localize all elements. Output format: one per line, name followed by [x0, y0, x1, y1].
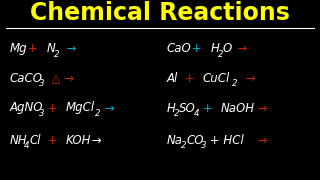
Text: 2: 2	[218, 50, 223, 59]
Text: +: +	[44, 134, 61, 147]
Text: →: →	[88, 134, 102, 147]
Text: →: →	[101, 102, 115, 114]
Text: 2: 2	[232, 79, 238, 88]
Text: KOH: KOH	[66, 134, 92, 147]
Text: 3: 3	[39, 79, 44, 88]
Text: +: +	[188, 42, 206, 55]
Text: CaCO: CaCO	[10, 72, 43, 85]
Text: →: →	[230, 42, 248, 55]
Text: 4: 4	[24, 141, 30, 150]
Text: +: +	[199, 102, 216, 114]
Text: 3: 3	[39, 109, 44, 118]
Text: →: →	[59, 42, 76, 55]
Text: + HCl: + HCl	[206, 134, 244, 147]
Text: NH: NH	[10, 134, 27, 147]
Text: →: →	[238, 72, 255, 85]
Text: N: N	[46, 42, 55, 55]
Text: NaOH: NaOH	[221, 102, 255, 114]
Text: 3: 3	[201, 141, 206, 150]
Text: 2: 2	[95, 109, 101, 118]
Text: 2: 2	[53, 50, 59, 59]
Text: CO: CO	[186, 134, 204, 147]
Text: MgCl: MgCl	[66, 102, 95, 114]
Text: O: O	[223, 42, 232, 55]
Text: H: H	[210, 42, 219, 55]
Text: Chemical Reactions: Chemical Reactions	[30, 1, 290, 25]
Text: +: +	[24, 42, 42, 55]
Text: CaO: CaO	[166, 42, 191, 55]
Text: →: →	[250, 102, 268, 114]
Text: →: →	[250, 134, 268, 147]
Text: 4: 4	[194, 109, 199, 118]
Text: +: +	[44, 102, 61, 114]
Text: AgNO: AgNO	[10, 102, 43, 114]
Text: +: +	[181, 72, 198, 85]
Text: Cl: Cl	[29, 134, 41, 147]
Text: Na: Na	[166, 134, 182, 147]
Text: Al: Al	[166, 72, 178, 85]
Text: SO: SO	[179, 102, 196, 114]
Text: CuCl: CuCl	[203, 72, 230, 85]
Text: △ →: △ →	[44, 72, 74, 85]
Text: H: H	[166, 102, 175, 114]
Text: Mg: Mg	[10, 42, 27, 55]
Text: 2: 2	[174, 109, 179, 118]
Text: 2: 2	[181, 141, 187, 150]
